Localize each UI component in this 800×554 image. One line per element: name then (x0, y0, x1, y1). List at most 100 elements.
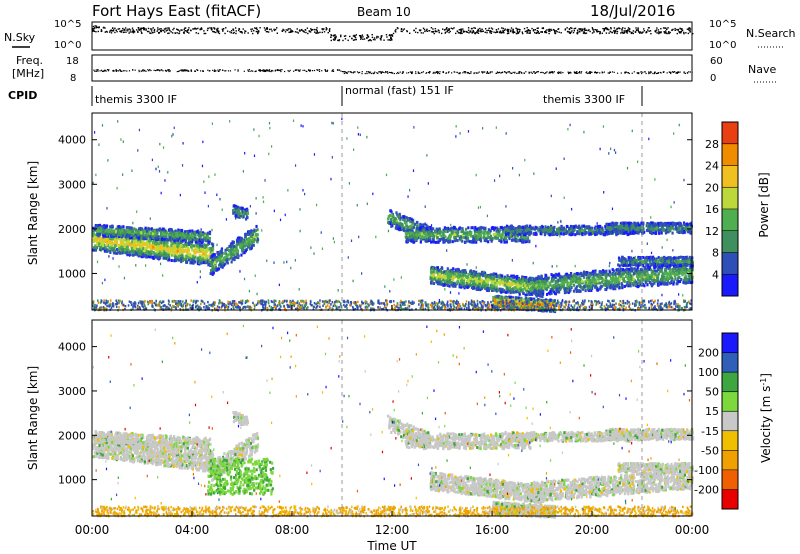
freq-point (434, 72, 436, 74)
echo-cell (163, 232, 167, 236)
echo-cell (534, 231, 537, 235)
freq-point (392, 72, 394, 74)
noise-point (484, 28, 487, 30)
freq-point (683, 72, 685, 74)
echo-cell (112, 242, 116, 246)
freq-point (202, 70, 204, 72)
noise-point (639, 31, 642, 33)
noise-point (222, 30, 224, 32)
noise-point (310, 29, 313, 31)
noise-point (334, 37, 336, 39)
noise-point (170, 31, 172, 33)
noise-point (342, 39, 344, 42)
echo-cell (176, 234, 179, 238)
noise-point (476, 30, 479, 32)
n-search-label: N.Search (746, 27, 796, 40)
freq-point (307, 69, 310, 71)
echo-cell (158, 227, 161, 231)
noise-point (217, 31, 220, 34)
echo-cell (92, 230, 95, 234)
freq-point (657, 72, 659, 74)
noise-point (613, 30, 615, 32)
noise-point (425, 29, 428, 32)
noise-point (535, 32, 538, 35)
noise-point (502, 29, 504, 32)
echo-cell (511, 238, 514, 242)
noise-point (362, 36, 364, 38)
echo-cell (432, 234, 436, 238)
freq-point (689, 71, 691, 73)
noise-point (315, 29, 318, 31)
freq-point (439, 72, 441, 75)
noise-point (460, 30, 462, 32)
freq-point (528, 71, 530, 73)
echo-cell (524, 228, 527, 232)
echo-cell (216, 251, 219, 255)
freq-point (601, 72, 603, 74)
freq-point (147, 69, 149, 71)
freq-point (379, 71, 381, 73)
echo-cell (126, 228, 129, 232)
echo-cell (437, 240, 440, 244)
noise-point (481, 30, 483, 33)
noise-point (554, 32, 556, 35)
echo-cell (102, 234, 105, 238)
freq-point (272, 70, 274, 72)
noise-point (467, 27, 470, 29)
echo-cell (522, 225, 525, 229)
freq-point (521, 71, 523, 74)
freq-point (142, 69, 144, 71)
noise-point (436, 30, 438, 33)
echo-cell (194, 232, 197, 236)
noise-point (374, 39, 376, 41)
noise-point (536, 29, 539, 32)
freq-point (243, 70, 245, 72)
noise-point (330, 39, 332, 42)
noise-point (449, 30, 451, 33)
echo-cell (220, 265, 223, 269)
echo-cell (143, 243, 146, 247)
noise-point (224, 32, 226, 35)
noise-point (290, 29, 292, 31)
noise-point (158, 28, 161, 30)
noise-point (546, 29, 548, 31)
freq-point (227, 70, 230, 72)
noise-point (630, 32, 633, 35)
freq-point (302, 69, 304, 72)
freq-point (486, 72, 488, 74)
noise-point (623, 32, 625, 34)
echo-cell (208, 232, 212, 236)
noise-point (168, 29, 170, 31)
echo-cell (168, 258, 171, 262)
echo-cell (130, 249, 133, 253)
noise-point (453, 27, 455, 29)
echo-cell (206, 243, 209, 247)
noise-point (438, 31, 440, 34)
noise-point (302, 30, 304, 32)
echo-cell (232, 244, 236, 248)
noise-point (474, 32, 476, 35)
echo-cell (245, 215, 249, 219)
noise-point (434, 30, 437, 32)
echo-cell (110, 233, 113, 237)
noise-point (568, 31, 570, 33)
noise-point (584, 29, 586, 31)
noise-point (509, 30, 512, 33)
noise-point (289, 31, 291, 33)
echo-cell (570, 228, 573, 232)
echo-cell (160, 248, 163, 252)
freq-point (197, 69, 199, 72)
noise-point (585, 32, 588, 34)
noise-point (150, 30, 153, 32)
echo-cell (94, 233, 98, 237)
freq-point (289, 69, 291, 72)
noise-point (556, 30, 558, 33)
echo-cell (161, 227, 164, 231)
noise-point (203, 30, 205, 32)
noise-point (235, 30, 237, 32)
noise-point (112, 27, 114, 29)
freq-point (168, 70, 170, 72)
echo-cell (459, 237, 463, 241)
noise-point (137, 31, 139, 34)
echo-cell (147, 245, 150, 249)
